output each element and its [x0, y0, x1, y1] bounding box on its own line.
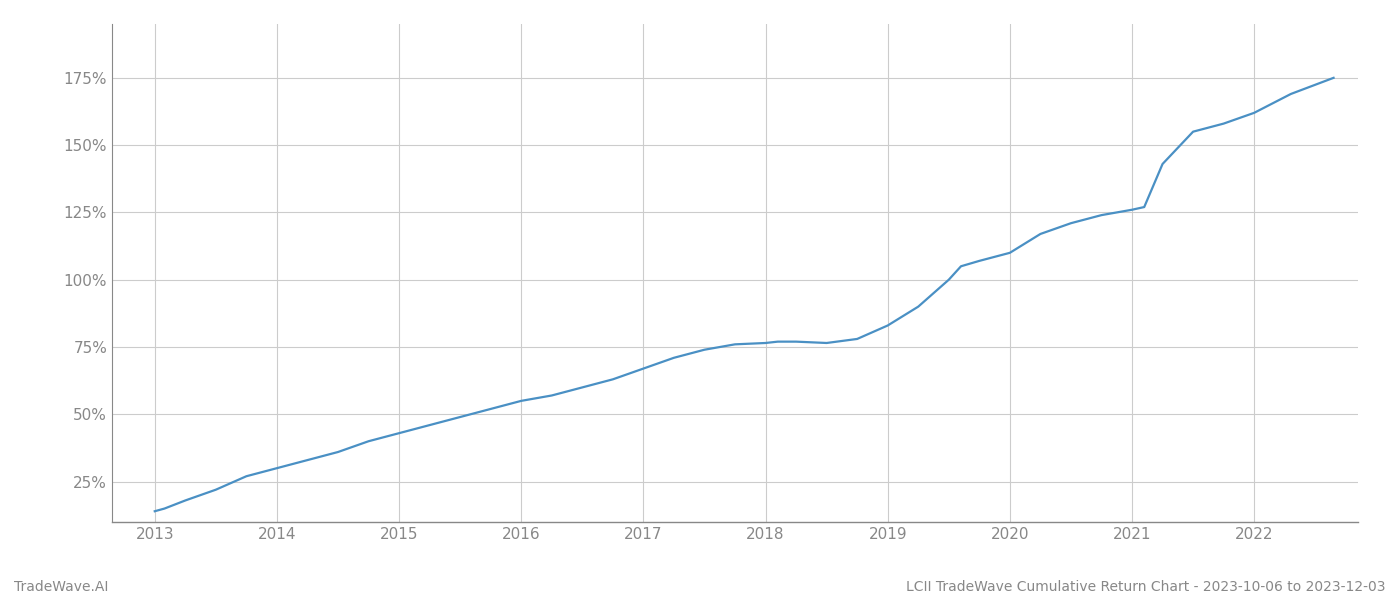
Text: LCII TradeWave Cumulative Return Chart - 2023-10-06 to 2023-12-03: LCII TradeWave Cumulative Return Chart -…	[907, 580, 1386, 594]
Text: TradeWave.AI: TradeWave.AI	[14, 580, 108, 594]
